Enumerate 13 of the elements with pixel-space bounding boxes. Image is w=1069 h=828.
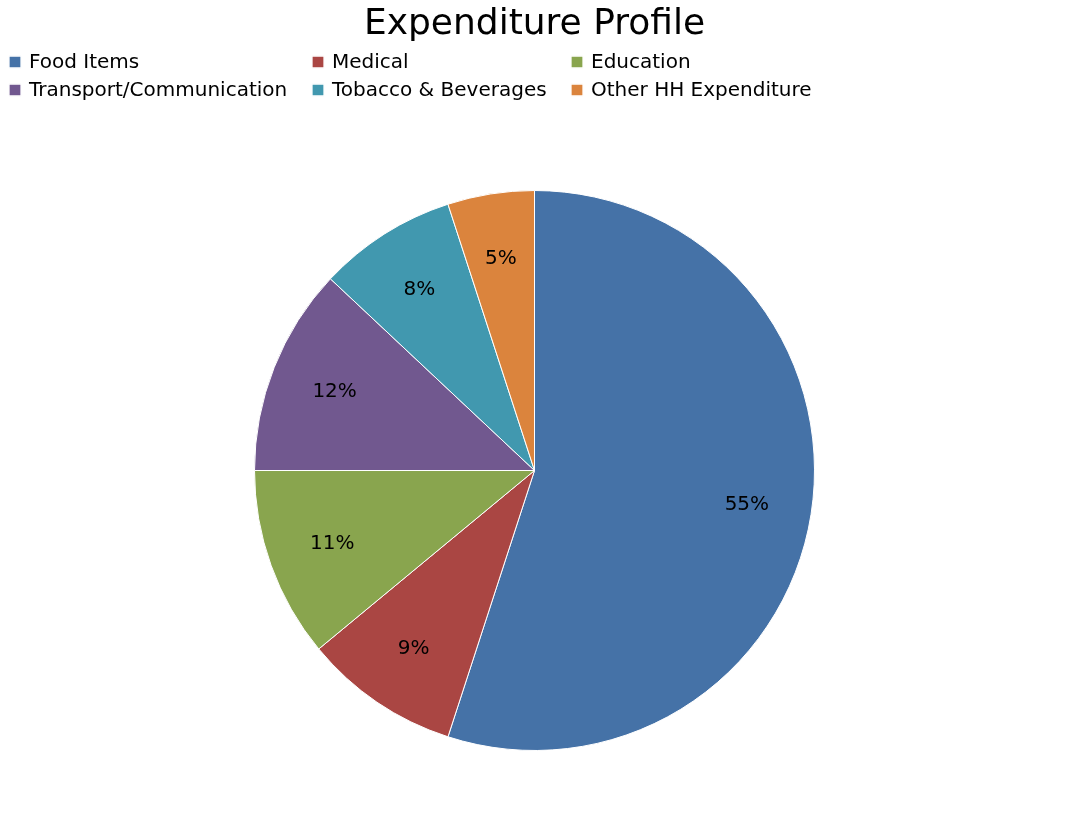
data-label: 12% (312, 378, 357, 403)
chart-title: Expenditure Profile (363, 1, 706, 42)
legend-label: Education (591, 49, 691, 73)
data-label: 9% (397, 635, 430, 660)
legend-label: Tobacco & Beverages (331, 77, 547, 101)
legend-label: Transport/Communication (28, 77, 288, 101)
legend-label: Food Items (29, 49, 140, 73)
data-label: 55% (724, 491, 770, 516)
legend-label: Medical (332, 49, 409, 73)
data-label: 5% (485, 245, 517, 270)
legend-label: Other HH Expenditure (591, 77, 812, 101)
data-label: 11% (309, 530, 355, 555)
data-label: 8% (403, 275, 436, 300)
